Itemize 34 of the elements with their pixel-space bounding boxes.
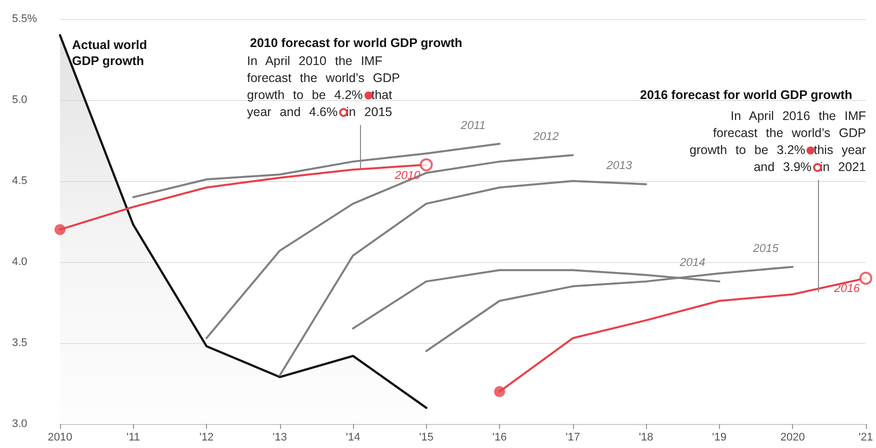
series-label: 2013: [606, 160, 632, 172]
point: [494, 386, 506, 398]
point: [420, 158, 433, 172]
y-tick-label: 4.5: [12, 175, 28, 187]
line-series: [278, 180, 648, 376]
x-tick-label: '11: [126, 432, 140, 444]
x-tick-label: '15: [419, 432, 434, 444]
y-tick-label: 5.0: [12, 94, 28, 106]
y-tick-label: 5.5%: [12, 13, 38, 25]
series-label: 2010: [394, 170, 420, 182]
x-tick-label: '17: [566, 432, 580, 444]
y-tick-label: 3.0: [12, 418, 28, 430]
line-series: [132, 142, 501, 198]
y-tick-label: 4.0: [12, 256, 28, 268]
x-tick-label: '14: [346, 432, 360, 444]
x-tick-label: '18: [638, 432, 654, 444]
x-tick-label: 2010: [48, 432, 72, 444]
x-tick-label: 2020: [780, 432, 805, 444]
line-series: [206, 154, 574, 340]
annotation: 2016 forecast for world GDP growth: [640, 88, 852, 102]
x-tick-label: '13: [272, 432, 287, 444]
x-tick-label: '19: [712, 432, 726, 444]
series-label: 2014: [680, 257, 706, 270]
x-tick-label: '16: [492, 432, 507, 444]
series-label: 2012: [533, 131, 559, 144]
x-tick-label: '12: [199, 432, 214, 444]
annotation: 2010 forecast for world GDP growth: [250, 36, 462, 50]
series-label: 2015: [752, 242, 779, 255]
point: [54, 224, 66, 236]
y-tick-label: 3.5: [12, 337, 28, 349]
x-tick-label: '21: [858, 432, 874, 444]
point: [859, 272, 872, 285]
series-label: 2011: [460, 120, 486, 132]
series-label: Actual world GDP growth: [72, 37, 148, 70]
